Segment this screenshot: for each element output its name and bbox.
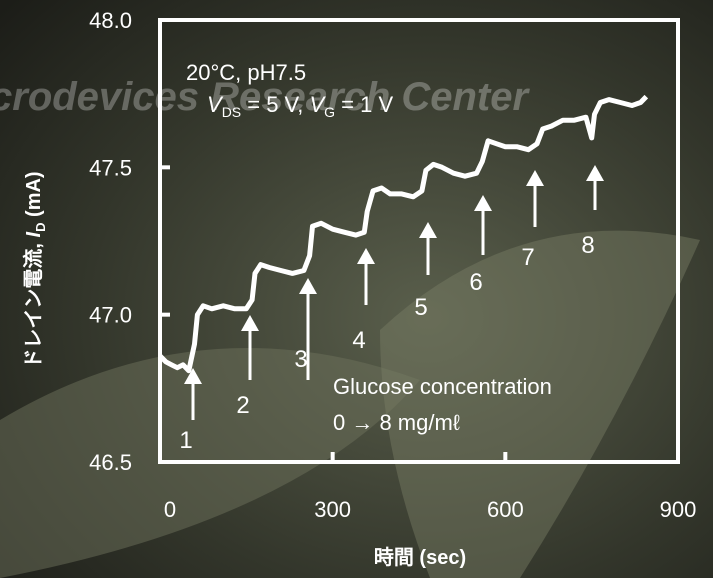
arrow-label: 1 <box>179 427 192 454</box>
y-tick-label: 47.5 <box>89 155 132 180</box>
note: 0 → 8 mg/mℓ <box>333 410 461 435</box>
condition: 20°C, pH7.5 <box>186 60 306 85</box>
text: = 5 V, <box>241 92 309 117</box>
note: Glucose concentration <box>333 374 552 399</box>
text: ドレイン電流, <box>21 237 45 368</box>
y-tick-label: 48.0 <box>89 8 132 33</box>
text: (mA) <box>23 171 45 222</box>
y-tick-label: 47.0 <box>89 303 132 328</box>
arrow-label: 6 <box>469 269 482 296</box>
y-axis-label: ドレイン電流, ID (mA) <box>21 171 48 368</box>
x-axis-label: 時間 (sec) <box>374 545 466 569</box>
x-tick-label: 300 <box>314 497 351 522</box>
arrow-label: 3 <box>294 346 307 373</box>
arrow-label: 8 <box>581 232 594 259</box>
text: = 1 V <box>335 92 393 117</box>
chart: crodevices Research Center 20°C, pH7.5 V… <box>0 0 713 578</box>
text: G <box>324 104 335 120</box>
x-tick-label: 600 <box>487 497 524 522</box>
y-tick-label: 46.5 <box>89 450 132 475</box>
arrow-label: 4 <box>352 327 365 354</box>
text: DS <box>222 104 241 120</box>
arrow-label: 7 <box>521 244 534 271</box>
text: D <box>33 223 48 232</box>
x-tick-label: 0 <box>164 497 176 522</box>
arrow-label: 5 <box>414 294 427 321</box>
x-tick-label: 900 <box>660 497 697 522</box>
arrow-label: 2 <box>236 392 249 419</box>
